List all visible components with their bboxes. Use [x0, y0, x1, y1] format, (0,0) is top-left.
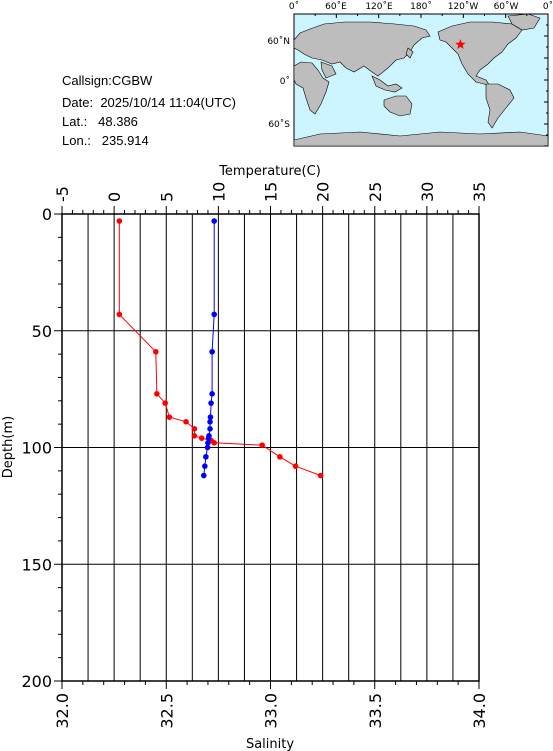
station-marker-icon — [455, 39, 466, 49]
salinity-point — [207, 426, 213, 432]
top-axis-title: Temperature(C) — [218, 164, 321, 179]
lat-value: 48.386 — [98, 114, 138, 129]
lon-label: Lon.: — [62, 133, 91, 148]
map-lon-label-120e: 120˚E — [365, 1, 393, 12]
map-lon-label-60w: 60˚W — [494, 1, 519, 12]
temperature-point — [116, 311, 123, 318]
map-land-arabia — [320, 61, 337, 79]
temperature-point — [162, 400, 169, 406]
bottom-axis-title: Salinity — [246, 737, 294, 751]
salinity-point — [207, 419, 213, 425]
map-lon-label-0: 0˚ — [289, 1, 299, 12]
profile-chart: -5 0 5 10 15 20 25 30 35 32.0 32.5 33.0 33.5 34.0 05… — [1, 164, 489, 751]
temperature-point — [154, 390, 160, 397]
bottom-tick-label: 32.0 — [53, 693, 72, 729]
lat-label: Lat.: — [62, 114, 88, 129]
salinity-point — [203, 454, 209, 460]
temperature-point — [153, 348, 159, 355]
salinity-point — [211, 218, 218, 224]
temperature-point — [211, 440, 218, 446]
map-land — [294, 14, 548, 146]
temperature-profile-line — [118, 221, 321, 476]
salinity-point — [200, 472, 207, 479]
map-land-greenland — [507, 14, 541, 31]
temperature-point — [292, 463, 299, 469]
temperature-point — [116, 218, 123, 224]
lon-line: Lon.: 235.914 — [62, 133, 149, 148]
top-tick-label: 30 — [418, 182, 437, 202]
temperature-point — [191, 426, 198, 432]
y-tick-label: 50 — [32, 322, 52, 341]
y-tick-label: 0 — [42, 205, 52, 224]
top-tick-label: -5 — [53, 186, 72, 202]
map-land-south-america — [485, 83, 515, 129]
y-tick-label: 100 — [21, 439, 52, 458]
temperature-point — [198, 435, 205, 441]
top-tick-label: 5 — [157, 192, 176, 202]
date-value: 2025/10/14 11:04(UTC) — [100, 95, 236, 110]
top-tick-label: 25 — [366, 182, 385, 202]
map-land-antarctica — [294, 131, 548, 146]
salinity-point — [205, 440, 211, 446]
bottom-tick-label: 34.0 — [470, 693, 489, 729]
top-tick-label: 0 — [105, 192, 124, 202]
y-axis-title: Depth(m) — [1, 416, 16, 478]
lon-value: 235.914 — [101, 133, 149, 148]
map-lon-label-0-right: 0˚ — [543, 1, 553, 12]
map-lon-label-60e: 60˚E — [325, 1, 347, 12]
chart-grid — [62, 214, 479, 681]
salinity-point — [204, 444, 211, 451]
map-land-africa — [294, 61, 330, 115]
salinity-point — [211, 311, 218, 318]
map-land-eurasia — [294, 21, 431, 77]
top-tick-label: 35 — [470, 182, 489, 202]
temperature-point — [191, 433, 198, 439]
callsign-value: CGBW — [111, 73, 153, 88]
salinity-point — [205, 435, 212, 441]
salinity-point — [209, 348, 215, 355]
y-tick-label: 150 — [21, 555, 52, 574]
date-label: Date: — [62, 95, 94, 110]
world-map: 0˚ 60˚E 120˚E 180˚ 120˚W 60˚W 0˚ 60˚N 0˚… — [267, 1, 553, 147]
temperature-point — [166, 414, 173, 420]
temperature-point — [277, 454, 283, 460]
top-tick-label: 20 — [314, 182, 333, 202]
salinity-point — [208, 400, 214, 406]
map-lat-label-0: 0˚ — [280, 76, 290, 87]
salinity-point — [202, 463, 208, 469]
top-tick-label: 10 — [209, 182, 228, 202]
bottom-tick-label: 33.0 — [262, 693, 281, 729]
map-land-se-asia — [371, 75, 403, 93]
map-land-japan — [405, 47, 414, 59]
map-lat-label-60n: 60˚N — [267, 36, 290, 47]
temperature-point — [317, 472, 324, 479]
top-tick-label: 15 — [262, 182, 281, 202]
lat-line: Lat.: 48.386 — [62, 114, 138, 129]
callsign-label: Callsign: — [62, 73, 112, 88]
bottom-tick-label: 33.5 — [366, 693, 385, 729]
callsign-line: Callsign:CGBW — [62, 73, 152, 88]
temperature-point — [259, 442, 265, 448]
salinity-point — [207, 414, 214, 420]
map-lat-label-60s: 60˚S — [268, 119, 290, 130]
y-tick-label: 200 — [21, 672, 52, 691]
bottom-tick-label: 32.5 — [157, 693, 176, 729]
map-land-north-america — [437, 21, 523, 87]
salinity-point — [209, 390, 215, 397]
map-lon-label-180: 180˚ — [410, 1, 432, 12]
temperature-point — [183, 419, 189, 425]
map-land-australia — [383, 95, 413, 117]
map-lon-label-120w: 120˚W — [448, 1, 479, 12]
date-line: Date: 2025/10/14 11:04(UTC) — [62, 95, 236, 110]
